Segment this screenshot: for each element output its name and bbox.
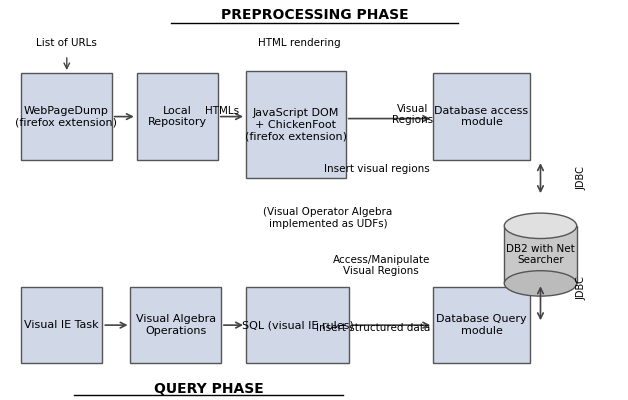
Text: DB2 with Net
Searcher: DB2 with Net Searcher bbox=[506, 244, 575, 266]
Text: PREPROCESSING PHASE: PREPROCESSING PHASE bbox=[221, 8, 408, 22]
Text: QUERY PHASE: QUERY PHASE bbox=[154, 382, 263, 396]
Text: WebPageDump
(firefox extension): WebPageDump (firefox extension) bbox=[16, 106, 117, 127]
Text: Visual Algebra
Operations: Visual Algebra Operations bbox=[136, 314, 216, 336]
Text: HTML rendering: HTML rendering bbox=[257, 38, 340, 48]
Text: HTMLs: HTMLs bbox=[205, 106, 239, 116]
Text: Visual IE Task: Visual IE Task bbox=[24, 320, 99, 330]
Ellipse shape bbox=[504, 213, 577, 238]
Text: Insert structured data: Insert structured data bbox=[316, 323, 430, 333]
FancyBboxPatch shape bbox=[433, 287, 530, 363]
FancyBboxPatch shape bbox=[246, 71, 346, 178]
Text: Visual
Regions: Visual Regions bbox=[392, 104, 433, 125]
FancyBboxPatch shape bbox=[131, 287, 221, 363]
Text: Local
Repository: Local Repository bbox=[148, 106, 207, 127]
Text: JDBC: JDBC bbox=[577, 166, 587, 190]
FancyBboxPatch shape bbox=[21, 73, 112, 160]
FancyBboxPatch shape bbox=[433, 73, 530, 160]
Text: (Visual Operator Algebra
implemented as UDFs): (Visual Operator Algebra implemented as … bbox=[263, 207, 392, 229]
Ellipse shape bbox=[504, 271, 577, 296]
FancyBboxPatch shape bbox=[246, 287, 349, 363]
FancyBboxPatch shape bbox=[21, 287, 102, 363]
FancyBboxPatch shape bbox=[137, 73, 218, 160]
Polygon shape bbox=[504, 226, 577, 284]
Text: Access/Manipulate
Visual Regions: Access/Manipulate Visual Regions bbox=[333, 255, 430, 276]
Text: JDBC: JDBC bbox=[577, 276, 587, 300]
Text: Database Query
module: Database Query module bbox=[436, 314, 527, 336]
Text: Insert visual regions: Insert visual regions bbox=[324, 164, 430, 174]
Text: SQL (visual IE rules): SQL (visual IE rules) bbox=[242, 320, 354, 330]
Text: Database access
module: Database access module bbox=[435, 106, 529, 127]
Text: JavaScript DOM
+ ChickenFoot
(firefox extension): JavaScript DOM + ChickenFoot (firefox ex… bbox=[245, 108, 347, 141]
Text: List of URLs: List of URLs bbox=[36, 38, 97, 48]
